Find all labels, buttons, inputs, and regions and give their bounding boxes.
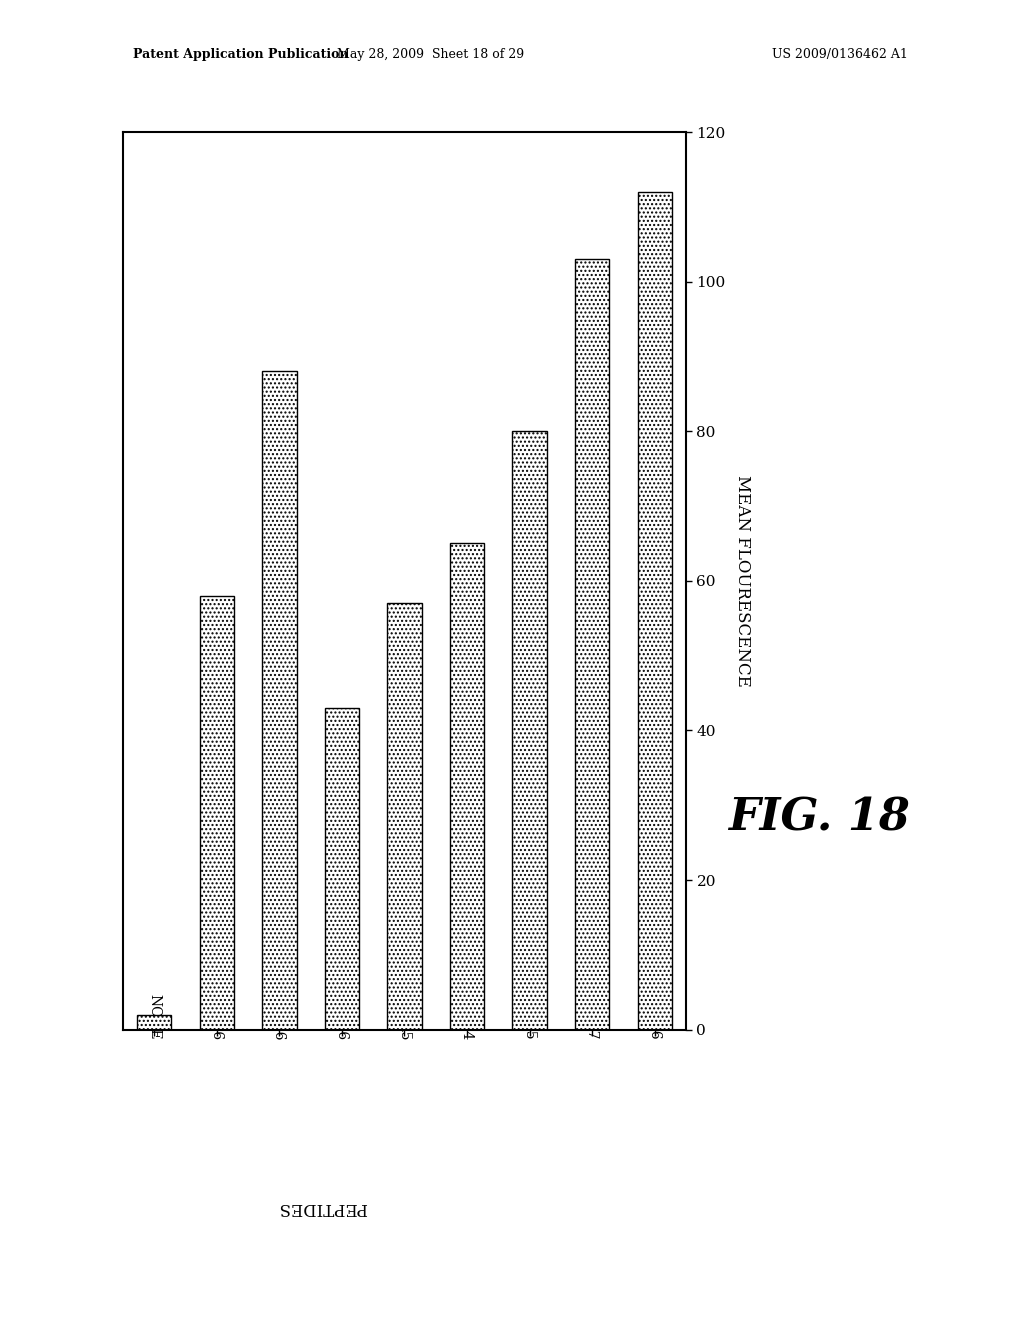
Bar bbox=[137, 1015, 171, 1030]
Bar bbox=[512, 432, 547, 1030]
Text: May 28, 2009  Sheet 18 of 29: May 28, 2009 Sheet 18 of 29 bbox=[337, 48, 523, 61]
Bar bbox=[387, 603, 422, 1030]
Text: US 2009/0136462 A1: US 2009/0136462 A1 bbox=[772, 48, 907, 61]
Bar bbox=[200, 595, 233, 1030]
Text: FIG. 18: FIG. 18 bbox=[728, 797, 910, 840]
Bar bbox=[638, 191, 672, 1030]
Bar bbox=[325, 708, 359, 1030]
Bar bbox=[575, 259, 609, 1030]
Bar bbox=[262, 371, 297, 1030]
Y-axis label: MEAN FLOURESCENCE: MEAN FLOURESCENCE bbox=[734, 475, 751, 686]
Text: Patent Application Publication: Patent Application Publication bbox=[133, 48, 348, 61]
Text: PEPTIDES: PEPTIDES bbox=[278, 1200, 368, 1216]
Bar bbox=[450, 544, 484, 1030]
